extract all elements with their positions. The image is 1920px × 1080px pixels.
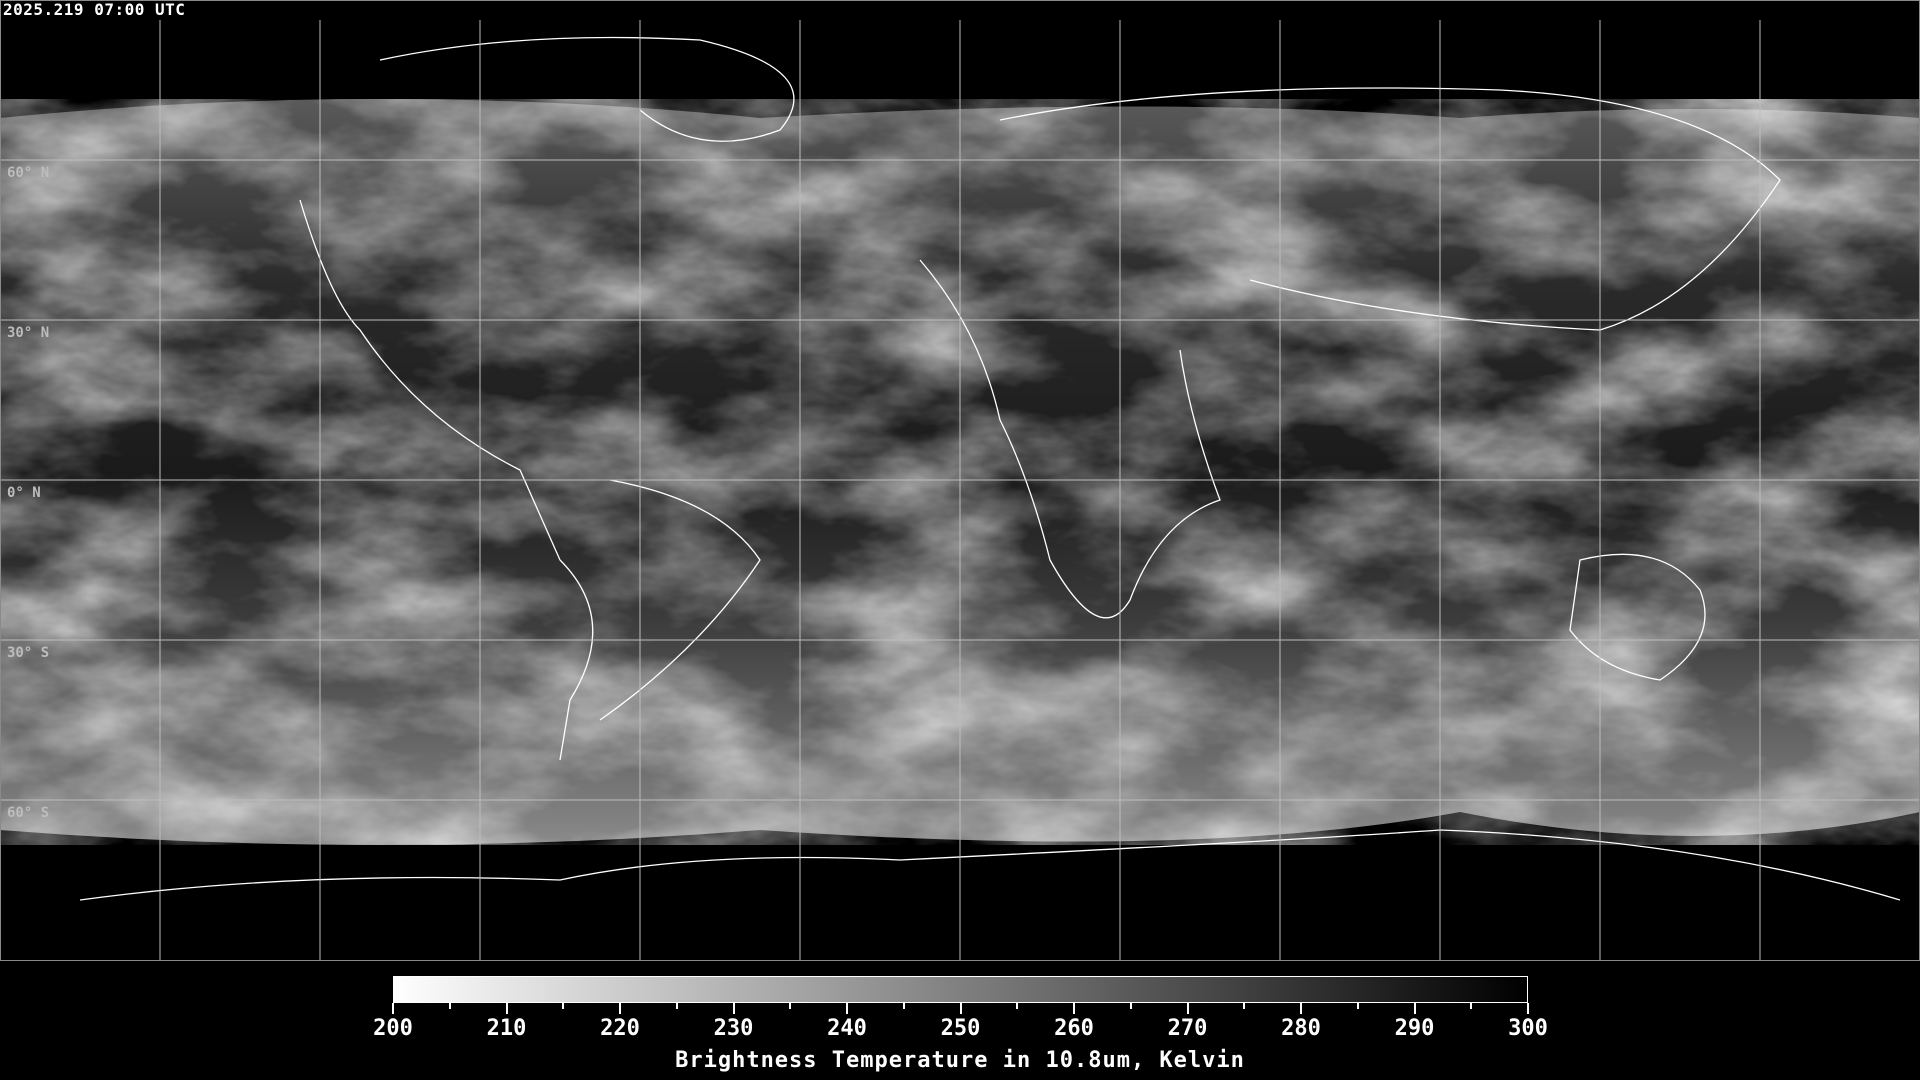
colorbar-tick-label: 290 — [1394, 1016, 1435, 1041]
minor-tick — [1243, 1003, 1246, 1009]
colorbar-title: Brightness Temperature in 10.8um, Kelvin — [675, 1048, 1245, 1073]
major-tick — [846, 1003, 848, 1014]
colorbar-tick-label: 260 — [1054, 1016, 1094, 1041]
major-tick — [505, 1003, 508, 1014]
colorbar-tick-label: 240 — [827, 1016, 867, 1041]
colorbar-tick-label: 280 — [1281, 1016, 1321, 1041]
timestamp: 2025.219 07:00 UTC — [3, 0, 186, 19]
major-tick — [1413, 1003, 1416, 1014]
colorbar: 200 210 220 230 240 250 260 270 280 290 300 Bright… — [0, 960, 1920, 1080]
minor-tick — [1129, 1003, 1132, 1009]
latitude-label: 0° N — [7, 485, 41, 501]
major-tick — [959, 1003, 962, 1014]
latitude-label: 30° S — [7, 645, 50, 661]
minor-tick — [675, 1003, 678, 1009]
colorbar-tick-label: 200 — [373, 1016, 413, 1041]
satellite-map — [0, 20, 1920, 960]
major-tick — [619, 1003, 621, 1014]
colorbar-tick-label: 300 — [1508, 1016, 1548, 1041]
major-tick — [392, 1003, 394, 1014]
latitude-label: 30° N — [7, 325, 50, 341]
minor-tick — [562, 1003, 565, 1009]
latitude-label: 60° N — [7, 165, 50, 181]
minor-tick — [789, 1003, 792, 1009]
coastlines — [79, 36, 1901, 901]
minor-tick — [448, 1003, 451, 1009]
minor-tick — [902, 1003, 905, 1009]
colorbar-tick-label: 220 — [600, 1016, 640, 1041]
minor-tick — [1356, 1003, 1359, 1009]
colorbar-tick-label: 270 — [1167, 1016, 1208, 1041]
major-tick — [1300, 1003, 1302, 1014]
colorbar-tick-label: 210 — [486, 1016, 527, 1041]
latitude-label: 60° S — [7, 805, 50, 821]
major-tick — [1527, 1003, 1529, 1014]
major-tick — [1186, 1003, 1189, 1014]
colorbar-gradient — [393, 976, 1528, 1003]
graticule — [0, 20, 1920, 960]
minor-tick — [1016, 1003, 1019, 1009]
major-tick — [1073, 1003, 1075, 1014]
minor-tick — [1470, 1003, 1473, 1009]
colorbar-tick-label: 250 — [940, 1016, 981, 1041]
colorbar-tick-label: 230 — [713, 1016, 754, 1041]
major-tick — [732, 1003, 735, 1014]
